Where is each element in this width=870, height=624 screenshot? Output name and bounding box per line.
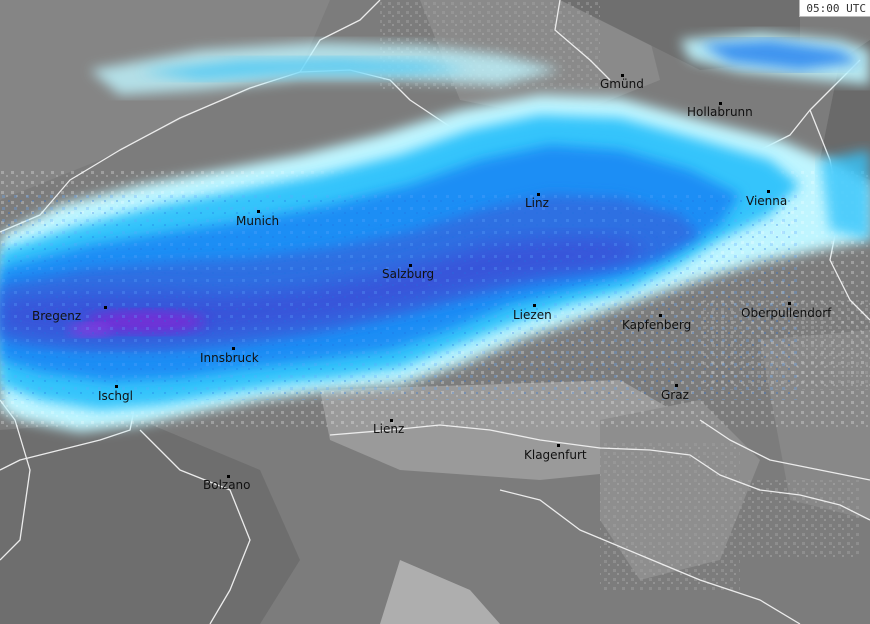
city-label-ischgl: Ischgl [98, 389, 133, 403]
city-label-vienna: Vienna [746, 194, 788, 208]
city-label-gmund: Gmünd [600, 77, 644, 91]
city-dot-kapfenberg [659, 314, 662, 317]
city-label-lienz: Lienz [373, 422, 405, 436]
city-label-linz: Linz [525, 196, 549, 210]
city-label-bregenz: Bregenz [32, 309, 82, 323]
timestamp-badge: 05:00 UTC [799, 0, 870, 17]
city-label-kapfenberg: Kapfenberg [622, 318, 692, 332]
precipitation-layer [0, 32, 870, 432]
city-dot-bolzano [227, 475, 230, 478]
city-dot-lienz [390, 419, 393, 422]
city-dot-vienna [767, 190, 770, 193]
city-label-graz: Graz [661, 388, 689, 402]
city-label-salzburg: Salzburg [382, 267, 435, 281]
city-dot-bregenz [104, 306, 107, 309]
city-label-munich: Munich [236, 214, 280, 228]
city-dot-hollabrunn [719, 102, 722, 105]
city-markers [104, 74, 791, 478]
city-label-liezen: Liezen [513, 308, 552, 322]
city-label-oberpullendorf: Oberpullendorf [741, 306, 832, 320]
city-dot-gmund [621, 74, 624, 77]
city-dot-graz [675, 384, 678, 387]
city-dot-ischgl [115, 385, 118, 388]
city-dot-klagenfurt [557, 444, 560, 447]
city-dot-liezen [533, 304, 536, 307]
city-dot-linz [537, 193, 540, 196]
city-label-innsbruck: Innsbruck [200, 351, 259, 365]
city-dot-munich [257, 210, 260, 213]
city-dot-oberpullendorf [788, 302, 791, 305]
city-label-hollabrunn: Hollabrunn [687, 105, 753, 119]
city-label-klagenfurt: Klagenfurt [524, 448, 587, 462]
city-label-bolzano: Bolzano [203, 478, 251, 492]
city-dot-innsbruck [232, 347, 235, 350]
city-dot-salzburg [409, 264, 412, 267]
